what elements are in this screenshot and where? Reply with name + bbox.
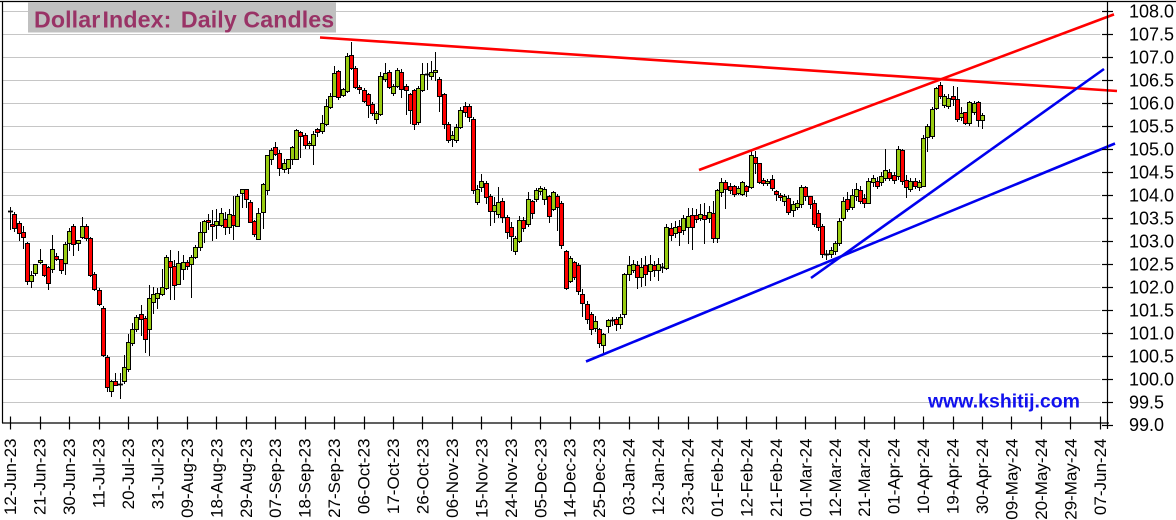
- svg-text:19-Apr-24: 19-Apr-24: [944, 439, 963, 515]
- svg-text:11-Jul-23: 11-Jul-23: [90, 439, 109, 509]
- svg-text:www.kshitij.com: www.kshitij.com: [927, 391, 1080, 413]
- svg-text:17-Oct-23: 17-Oct-23: [384, 439, 403, 515]
- svg-text:12-Jun-23: 12-Jun-23: [1, 439, 20, 516]
- svg-text:18-Aug-23: 18-Aug-23: [207, 439, 226, 518]
- svg-text:20-May-24: 20-May-24: [1032, 439, 1051, 520]
- svg-text:21-Feb-24: 21-Feb-24: [767, 439, 786, 517]
- svg-text:107.0: 107.0: [1129, 48, 1174, 68]
- svg-text:30-Jun-23: 30-Jun-23: [60, 439, 79, 516]
- svg-text:24-Nov-23: 24-Nov-23: [502, 439, 521, 518]
- svg-text:18-Sep-23: 18-Sep-23: [296, 439, 315, 518]
- svg-text:102.0: 102.0: [1129, 277, 1174, 297]
- svg-text:106.0: 106.0: [1129, 94, 1174, 114]
- svg-text:101.5: 101.5: [1129, 300, 1174, 320]
- svg-text:20-Jul-23: 20-Jul-23: [119, 439, 138, 510]
- svg-text:03-Jan-24: 03-Jan-24: [620, 439, 639, 516]
- svg-text:06-Nov-23: 06-Nov-23: [443, 439, 462, 518]
- svg-text:DollarIndex:Daily Candles: DollarIndex: Daily Candles: [34, 7, 334, 33]
- svg-text:09-May-24: 09-May-24: [1002, 439, 1021, 520]
- svg-text:12-Mar-24: 12-Mar-24: [826, 439, 845, 517]
- svg-text:21-Jun-23: 21-Jun-23: [31, 439, 50, 516]
- svg-text:103.0: 103.0: [1129, 231, 1174, 251]
- svg-text:104.0: 104.0: [1129, 185, 1174, 205]
- svg-text:106.5: 106.5: [1129, 71, 1174, 91]
- svg-text:101.0: 101.0: [1129, 323, 1174, 343]
- svg-text:107.5: 107.5: [1129, 25, 1174, 45]
- svg-text:30-Apr-24: 30-Apr-24: [973, 439, 992, 515]
- svg-text:10-Apr-24: 10-Apr-24: [914, 439, 933, 515]
- svg-text:100.0: 100.0: [1129, 369, 1174, 389]
- svg-text:21-Mar-24: 21-Mar-24: [855, 439, 874, 517]
- svg-text:07-Jun-24: 07-Jun-24: [1091, 439, 1110, 516]
- svg-text:01-Apr-24: 01-Apr-24: [885, 439, 904, 515]
- svg-text:102.5: 102.5: [1129, 254, 1174, 274]
- svg-text:12-Jan-24: 12-Jan-24: [649, 439, 668, 516]
- svg-text:26-Oct-23: 26-Oct-23: [413, 439, 432, 515]
- svg-text:01-Feb-24: 01-Feb-24: [708, 439, 727, 517]
- svg-text:103.5: 103.5: [1129, 208, 1174, 228]
- svg-text:23-Jan-24: 23-Jan-24: [679, 439, 698, 516]
- svg-text:105.5: 105.5: [1129, 117, 1174, 137]
- svg-text:25-Dec-23: 25-Dec-23: [590, 439, 609, 518]
- svg-text:104.5: 104.5: [1129, 163, 1174, 183]
- svg-text:99.5: 99.5: [1129, 392, 1164, 412]
- svg-text:07-Sep-23: 07-Sep-23: [266, 439, 285, 518]
- svg-text:29-May-24: 29-May-24: [1061, 439, 1080, 520]
- svg-text:105.0: 105.0: [1129, 140, 1174, 160]
- svg-text:05-Dec-23: 05-Dec-23: [531, 439, 550, 518]
- svg-text:99.0: 99.0: [1129, 415, 1164, 435]
- svg-text:27-Sep-23: 27-Sep-23: [325, 439, 344, 518]
- svg-text:06-Oct-23: 06-Oct-23: [355, 439, 374, 515]
- svg-text:01-Mar-24: 01-Mar-24: [796, 439, 815, 517]
- svg-text:29-Aug-23: 29-Aug-23: [237, 439, 256, 518]
- svg-text:108.0: 108.0: [1129, 2, 1174, 22]
- svg-text:15-Nov-23: 15-Nov-23: [472, 439, 491, 518]
- svg-text:100.5: 100.5: [1129, 346, 1174, 366]
- svg-text:12-Feb-24: 12-Feb-24: [737, 439, 756, 517]
- svg-text:31-Jul-23: 31-Jul-23: [148, 439, 167, 510]
- svg-text:09-Aug-23: 09-Aug-23: [178, 439, 197, 518]
- svg-text:14-Dec-23: 14-Dec-23: [561, 439, 580, 518]
